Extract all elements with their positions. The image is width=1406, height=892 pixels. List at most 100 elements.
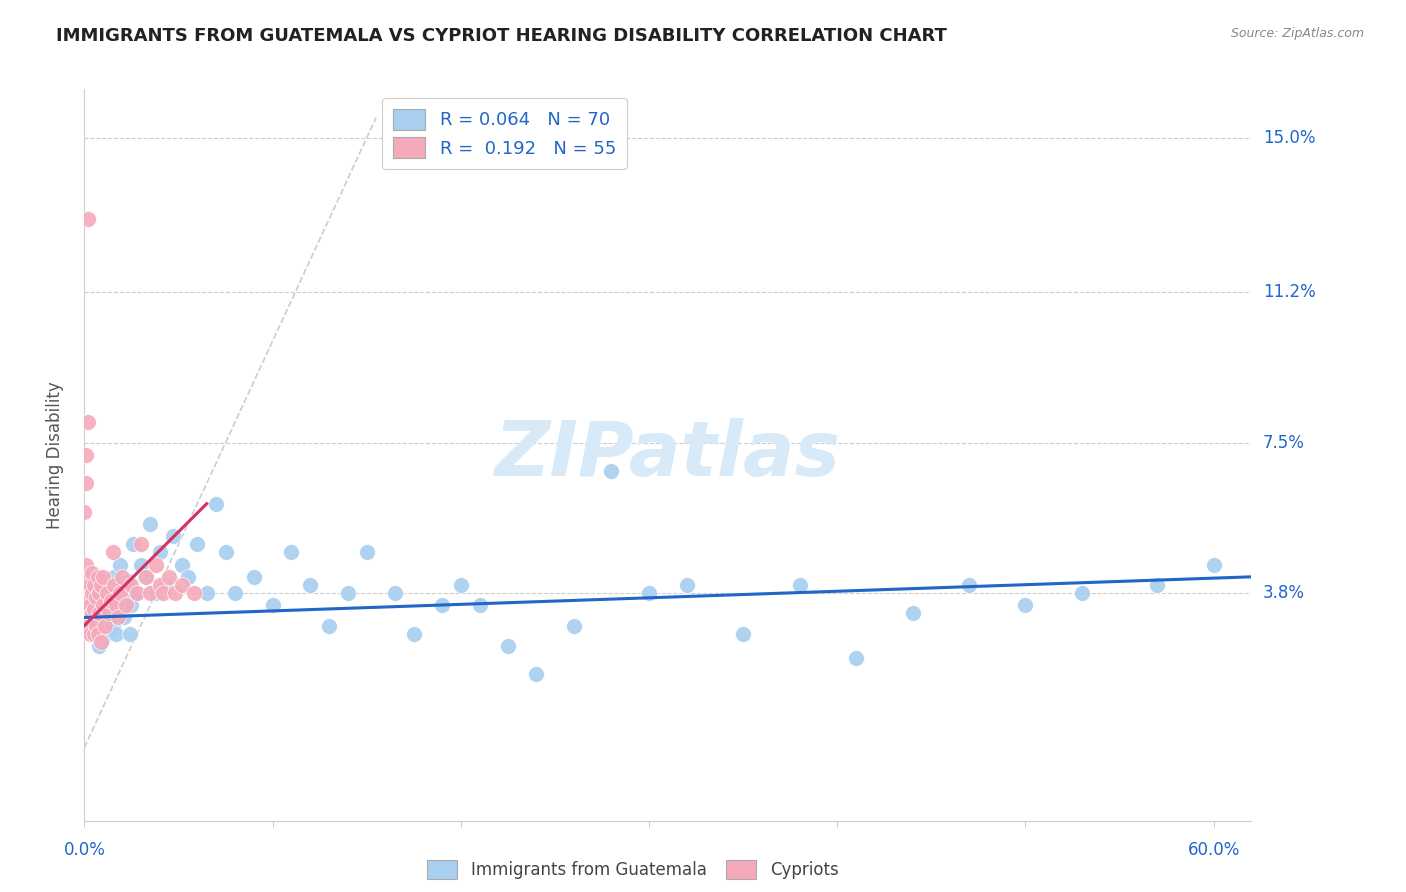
Point	[139, 586, 162, 600]
Point	[101, 545, 124, 559]
Point	[224, 586, 246, 600]
Point	[183, 586, 205, 600]
Point	[73, 505, 96, 519]
Point	[105, 599, 128, 613]
Point	[468, 599, 491, 613]
Point	[89, 586, 111, 600]
Point	[318, 618, 340, 632]
Text: ZIPatlas: ZIPatlas	[495, 418, 841, 491]
Point	[117, 574, 139, 588]
Point	[1146, 578, 1168, 592]
Point	[96, 586, 118, 600]
Point	[73, 599, 96, 613]
Point	[280, 545, 302, 559]
Point	[120, 599, 142, 613]
Text: 7.5%: 7.5%	[1263, 434, 1305, 451]
Point	[101, 594, 124, 608]
Point	[86, 570, 108, 584]
Point	[957, 578, 980, 592]
Point	[107, 599, 129, 613]
Point	[152, 586, 174, 600]
Point	[77, 416, 100, 430]
Point	[675, 578, 697, 592]
Point	[114, 594, 136, 608]
Point	[600, 464, 623, 478]
Point	[125, 586, 148, 600]
Point	[107, 610, 129, 624]
Point	[91, 602, 114, 616]
Point	[77, 570, 100, 584]
Point	[845, 651, 868, 665]
Point	[135, 570, 157, 584]
Point	[80, 607, 103, 621]
Text: 3.8%: 3.8%	[1263, 584, 1305, 602]
Point	[96, 599, 118, 613]
Point	[402, 626, 425, 640]
Point	[80, 586, 103, 600]
Point	[91, 570, 114, 584]
Point	[75, 558, 97, 572]
Point	[1202, 558, 1225, 572]
Point	[103, 570, 125, 584]
Point	[139, 516, 162, 531]
Point	[97, 623, 120, 637]
Point	[145, 586, 167, 600]
Point	[90, 635, 112, 649]
Point	[111, 570, 134, 584]
Point	[214, 545, 236, 559]
Point	[80, 618, 103, 632]
Point	[103, 578, 125, 592]
Point	[79, 626, 101, 640]
Point	[86, 610, 108, 624]
Point	[129, 558, 152, 572]
Text: 0.0%: 0.0%	[63, 841, 105, 859]
Point	[75, 476, 97, 491]
Point	[94, 618, 117, 632]
Point	[145, 558, 167, 572]
Point	[450, 578, 472, 592]
Point	[157, 570, 180, 584]
Point	[242, 570, 264, 584]
Point	[496, 639, 519, 653]
Point	[172, 578, 194, 592]
Point	[129, 537, 152, 551]
Point	[195, 586, 218, 600]
Point	[789, 578, 811, 592]
Point	[79, 599, 101, 613]
Point	[100, 607, 122, 621]
Point	[172, 558, 194, 572]
Point	[73, 578, 96, 592]
Point	[430, 599, 453, 613]
Point	[384, 586, 406, 600]
Point	[336, 586, 359, 600]
Point	[111, 586, 134, 600]
Text: 60.0%: 60.0%	[1188, 841, 1240, 859]
Point	[75, 610, 97, 624]
Point	[86, 626, 108, 640]
Point	[733, 626, 755, 640]
Point	[84, 618, 107, 632]
Point	[89, 639, 111, 653]
Point	[84, 594, 107, 608]
Point	[134, 570, 156, 584]
Point	[114, 599, 136, 613]
Point	[1071, 586, 1094, 600]
Text: 15.0%: 15.0%	[1263, 129, 1316, 147]
Legend: Immigrants from Guatemala, Cypriots: Immigrants from Guatemala, Cypriots	[420, 853, 845, 886]
Point	[299, 578, 322, 592]
Point	[149, 545, 172, 559]
Point	[100, 594, 122, 608]
Point	[97, 586, 120, 600]
Point	[83, 602, 105, 616]
Point	[162, 529, 184, 543]
Point	[77, 594, 100, 608]
Point	[89, 607, 111, 621]
Point	[524, 667, 547, 681]
Point	[94, 578, 117, 592]
Text: IMMIGRANTS FROM GUATEMALA VS CYPRIOT HEARING DISABILITY CORRELATION CHART: IMMIGRANTS FROM GUATEMALA VS CYPRIOT HEA…	[56, 27, 948, 45]
Point	[80, 566, 103, 580]
Point	[1014, 599, 1036, 613]
Point	[177, 570, 200, 584]
Point	[108, 586, 131, 600]
Point	[91, 599, 114, 613]
